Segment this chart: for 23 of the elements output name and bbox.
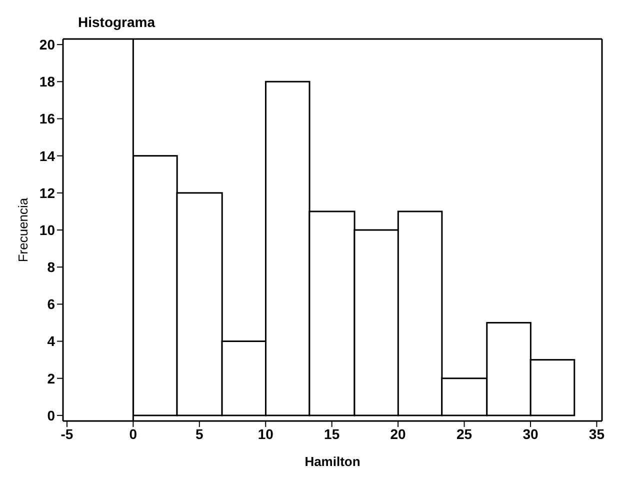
- y-axis-title: Frecuencia: [16, 197, 31, 262]
- x-tick-label: 0: [129, 426, 138, 442]
- chart-title: Histograma: [78, 14, 156, 30]
- y-tick-label: 12: [39, 184, 56, 201]
- y-tick-label: 20: [39, 36, 56, 53]
- x-tick-label: 20: [390, 426, 406, 442]
- y-tick-label: 6: [47, 296, 56, 312]
- y-tick-label: 8: [47, 259, 56, 276]
- y-tick-label: 16: [39, 110, 56, 127]
- x-tick-label: 25: [456, 426, 472, 442]
- y-tick-label: 4: [47, 333, 56, 350]
- y-tick-label: 0: [47, 407, 56, 424]
- x-axis-title: Hamilton: [304, 454, 360, 469]
- x-tick-label: 30: [522, 426, 538, 442]
- y-tick-label: 18: [39, 74, 56, 90]
- x-tick-label: 35: [588, 426, 605, 442]
- x-tick-label: 5: [196, 426, 204, 442]
- x-tick-label: 10: [258, 426, 274, 442]
- x-tick-label: 15: [324, 426, 340, 442]
- y-tick-label: 14: [39, 148, 56, 164]
- x-tick-label: -5: [60, 426, 74, 442]
- y-tick-label: 10: [39, 222, 56, 238]
- y-tick-label: 2: [47, 370, 56, 386]
